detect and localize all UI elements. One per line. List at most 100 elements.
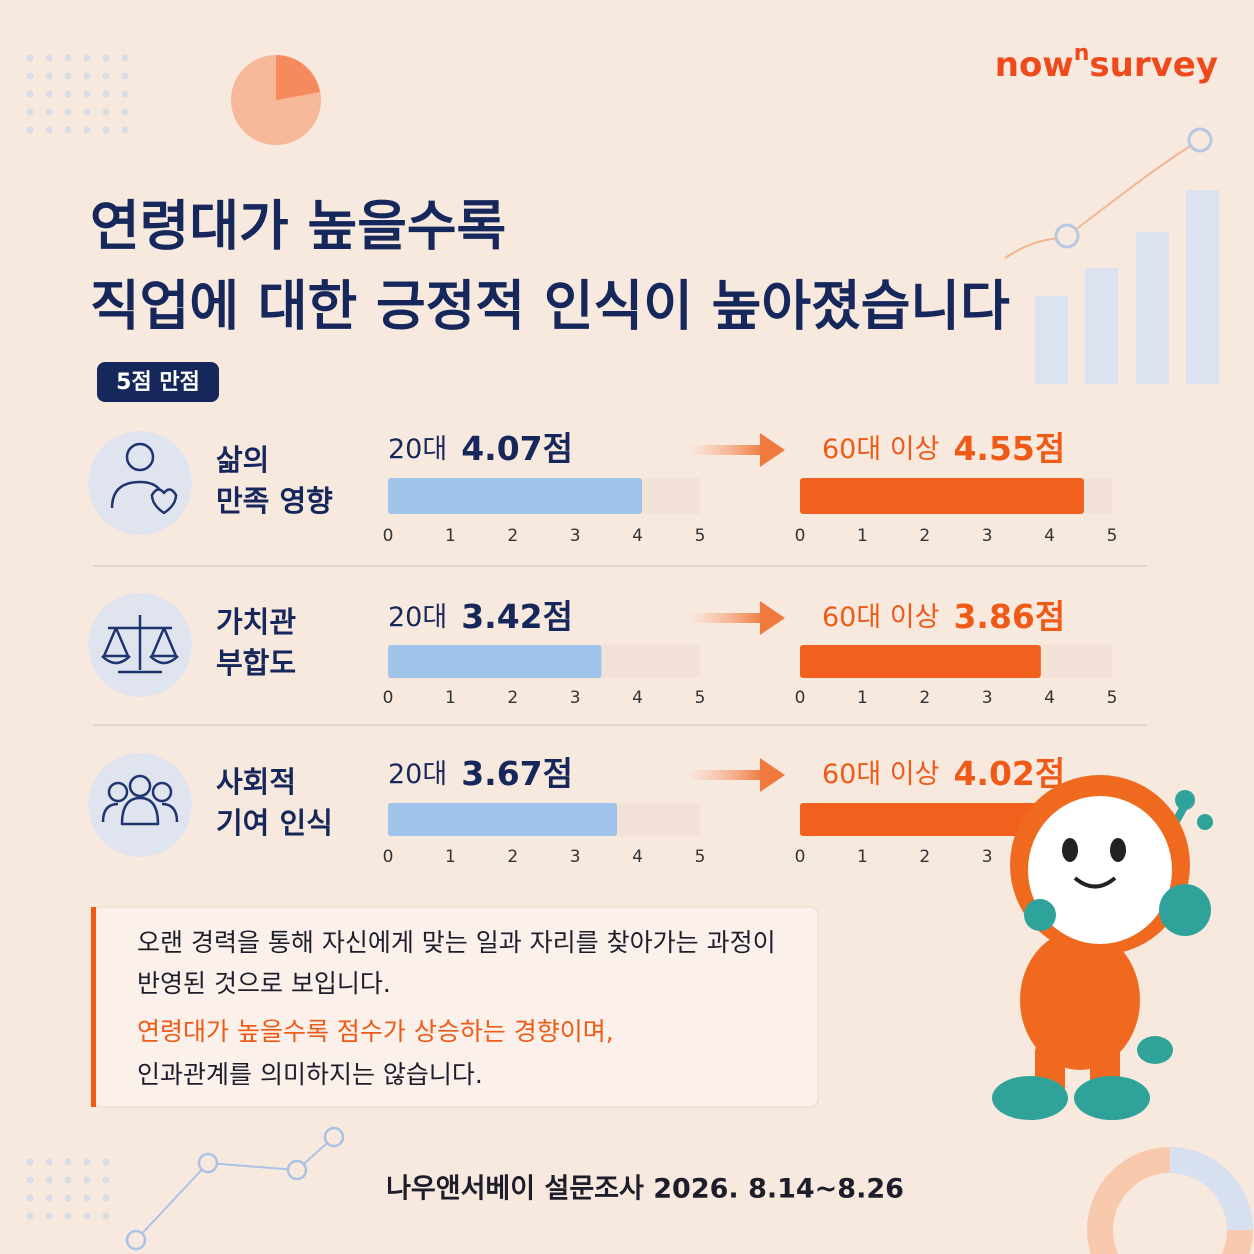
dot [26,72,34,80]
tick-label: 4 [1044,688,1055,708]
dot [102,72,110,80]
tick-label: 5 [695,847,706,867]
tick-label: 0 [383,847,394,867]
group-heading: 60대 이상 3.86점 [822,597,1065,636]
dot [64,1158,72,1166]
tick-label: 0 [795,847,806,867]
note-text: 반영된 것으로 보입니다. [137,969,391,998]
tick-label: 3 [570,847,581,867]
bar [388,645,602,678]
row-label: 만족 영향 [216,484,333,518]
tick-label: 0 [795,526,806,546]
tick-label: 0 [383,526,394,546]
tick-label: 2 [919,526,930,546]
dot [83,1194,91,1202]
dot [64,54,72,62]
tick-label: 4 [632,847,643,867]
dot [45,126,53,134]
tick-label: 2 [507,847,518,867]
dot [45,1158,53,1166]
group-heading: 60대 이상 4.55점 [822,429,1065,468]
icon [110,442,178,515]
group-name: 60대 이상 [822,434,939,465]
dot [102,1194,110,1202]
dot [83,90,91,98]
tick-label: 3 [982,847,993,867]
tick-label: 1 [445,526,456,546]
arrow [688,613,763,623]
dot [64,1194,72,1202]
dot [26,126,34,134]
dot [83,72,91,80]
group-heading: 20대 3.67점 [388,754,573,793]
tick-label: 2 [507,688,518,708]
dot [102,1212,110,1220]
dot [102,108,110,116]
dot [102,1158,110,1166]
tick-label: 1 [445,688,456,708]
dot [121,108,129,116]
value-label: 3.86점 [953,597,1065,636]
brand-post: survey [1089,45,1218,85]
arrow-head [760,601,785,635]
row-label: 기여 인식 [216,806,333,840]
row-label: 부합도 [216,646,296,680]
dot [26,1212,34,1220]
arrow [688,770,763,780]
dot [45,90,53,98]
group-heading: 20대 4.07점 [388,429,573,468]
dot [121,90,129,98]
tick-label: 3 [982,688,993,708]
dot [83,126,91,134]
badge-bg [97,362,219,402]
tick-label: 4 [632,688,643,708]
group-name: 20대 [388,602,447,633]
dot [83,1158,91,1166]
dot [64,126,72,134]
tick-label: 2 [919,847,930,867]
group-name: 60대 이상 [822,759,939,790]
tick-label: 2 [919,688,930,708]
tick-label: 3 [570,526,581,546]
dot [121,54,129,62]
dot [26,90,34,98]
mascot [992,775,1213,1120]
group-heading: 60대 이상 4.02점 [822,754,1065,793]
row-label: 사회적 [216,765,296,799]
value-label: 4.55점 [953,429,1065,468]
bar [800,645,1041,678]
note-accent [91,907,96,1107]
dot [83,1176,91,1184]
dot [45,1194,53,1202]
bar [800,478,1084,514]
value-label: 3.42점 [461,597,573,636]
note-text: 오랜 경력을 통해 자신에게 맞는 일과 자리를 찾아가는 과정이 [137,928,776,957]
tick-label: 4 [632,526,643,546]
icon-circle [88,753,192,857]
line-decoration [125,1126,345,1251]
footer: 나우앤서베이 설문조사 2026. 8.14~8.26 [386,1174,904,1205]
dot [64,72,72,80]
dot [121,126,129,134]
row-label: 가치관 [216,605,296,639]
group-name: 20대 [388,759,447,790]
dot [26,1176,34,1184]
dot [64,90,72,98]
value-label: 4.07점 [461,429,573,468]
bar [388,803,618,836]
dot [102,54,110,62]
arrow-head [760,433,785,467]
tick-label: 5 [1107,688,1118,708]
tick-label: 1 [857,526,868,546]
tick-label: 0 [795,688,806,708]
icon [101,615,179,674]
dot [102,90,110,98]
tick-label: 4 [1044,526,1055,546]
group-name: 60대 이상 [822,602,939,633]
pie-decoration [231,55,321,145]
value-label: 4.02점 [953,754,1065,793]
value-label: 3.67점 [461,754,573,793]
donut-decoration [1087,1147,1253,1254]
